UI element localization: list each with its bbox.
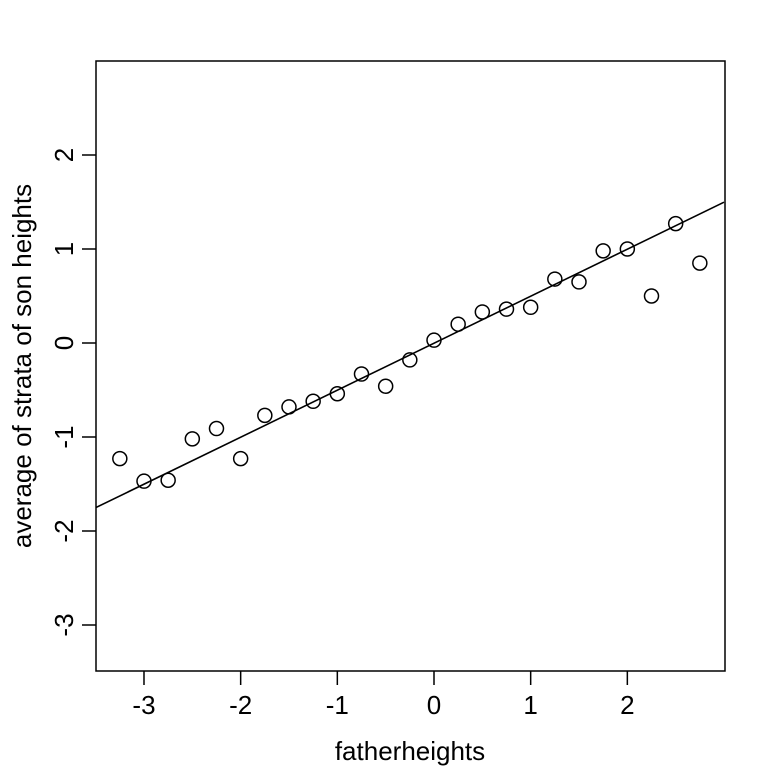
data-point: [184, 431, 201, 447]
data-point: [450, 316, 466, 332]
y-tick-label: 1: [49, 242, 79, 256]
data-point: [667, 215, 684, 232]
data-point: [136, 473, 152, 489]
data-point: [619, 241, 636, 257]
x-tick-label: -2: [229, 690, 252, 720]
x-tick-label: 1: [523, 690, 537, 720]
y-axis: -3 -2 -1 0 1 2: [49, 148, 96, 637]
data-point: [547, 271, 563, 287]
y-tick-label: -1: [49, 425, 79, 448]
data-point: [595, 243, 611, 259]
y-tick-label: 2: [49, 148, 79, 162]
data-point: [692, 255, 708, 271]
plot-frame: [95, 60, 726, 672]
data-point: [305, 393, 321, 410]
y-axis-label: average of strata of son heights: [7, 184, 37, 548]
data-point: [208, 420, 225, 437]
data-point: [571, 274, 587, 290]
x-tick-label: 0: [427, 690, 441, 720]
data-point: [329, 386, 346, 402]
x-tick-label: -1: [326, 690, 349, 720]
data-points: [112, 215, 708, 489]
data-point: [426, 332, 442, 348]
regression-line: [96, 201, 725, 509]
data-point: [112, 450, 128, 467]
data-point: [353, 366, 370, 382]
data-point: [498, 301, 515, 317]
data-point: [232, 450, 249, 467]
y-tick-label: -2: [49, 519, 79, 542]
plot-area: [96, 201, 725, 509]
data-point: [281, 399, 297, 415]
data-point: [474, 304, 491, 320]
y-tick-label: -3: [49, 613, 79, 636]
x-tick-label: 2: [620, 690, 634, 720]
data-point: [160, 472, 176, 488]
data-point: [402, 352, 418, 368]
data-point: [377, 378, 394, 394]
y-tick-label: 0: [49, 336, 79, 350]
x-axis: -3 -2 -1 0 1 2: [132, 671, 635, 720]
x-axis-label: fatherheights: [335, 736, 485, 766]
data-point: [257, 407, 273, 424]
data-point: [643, 288, 660, 304]
data-point: [522, 299, 539, 316]
x-tick-label: -3: [132, 690, 155, 720]
